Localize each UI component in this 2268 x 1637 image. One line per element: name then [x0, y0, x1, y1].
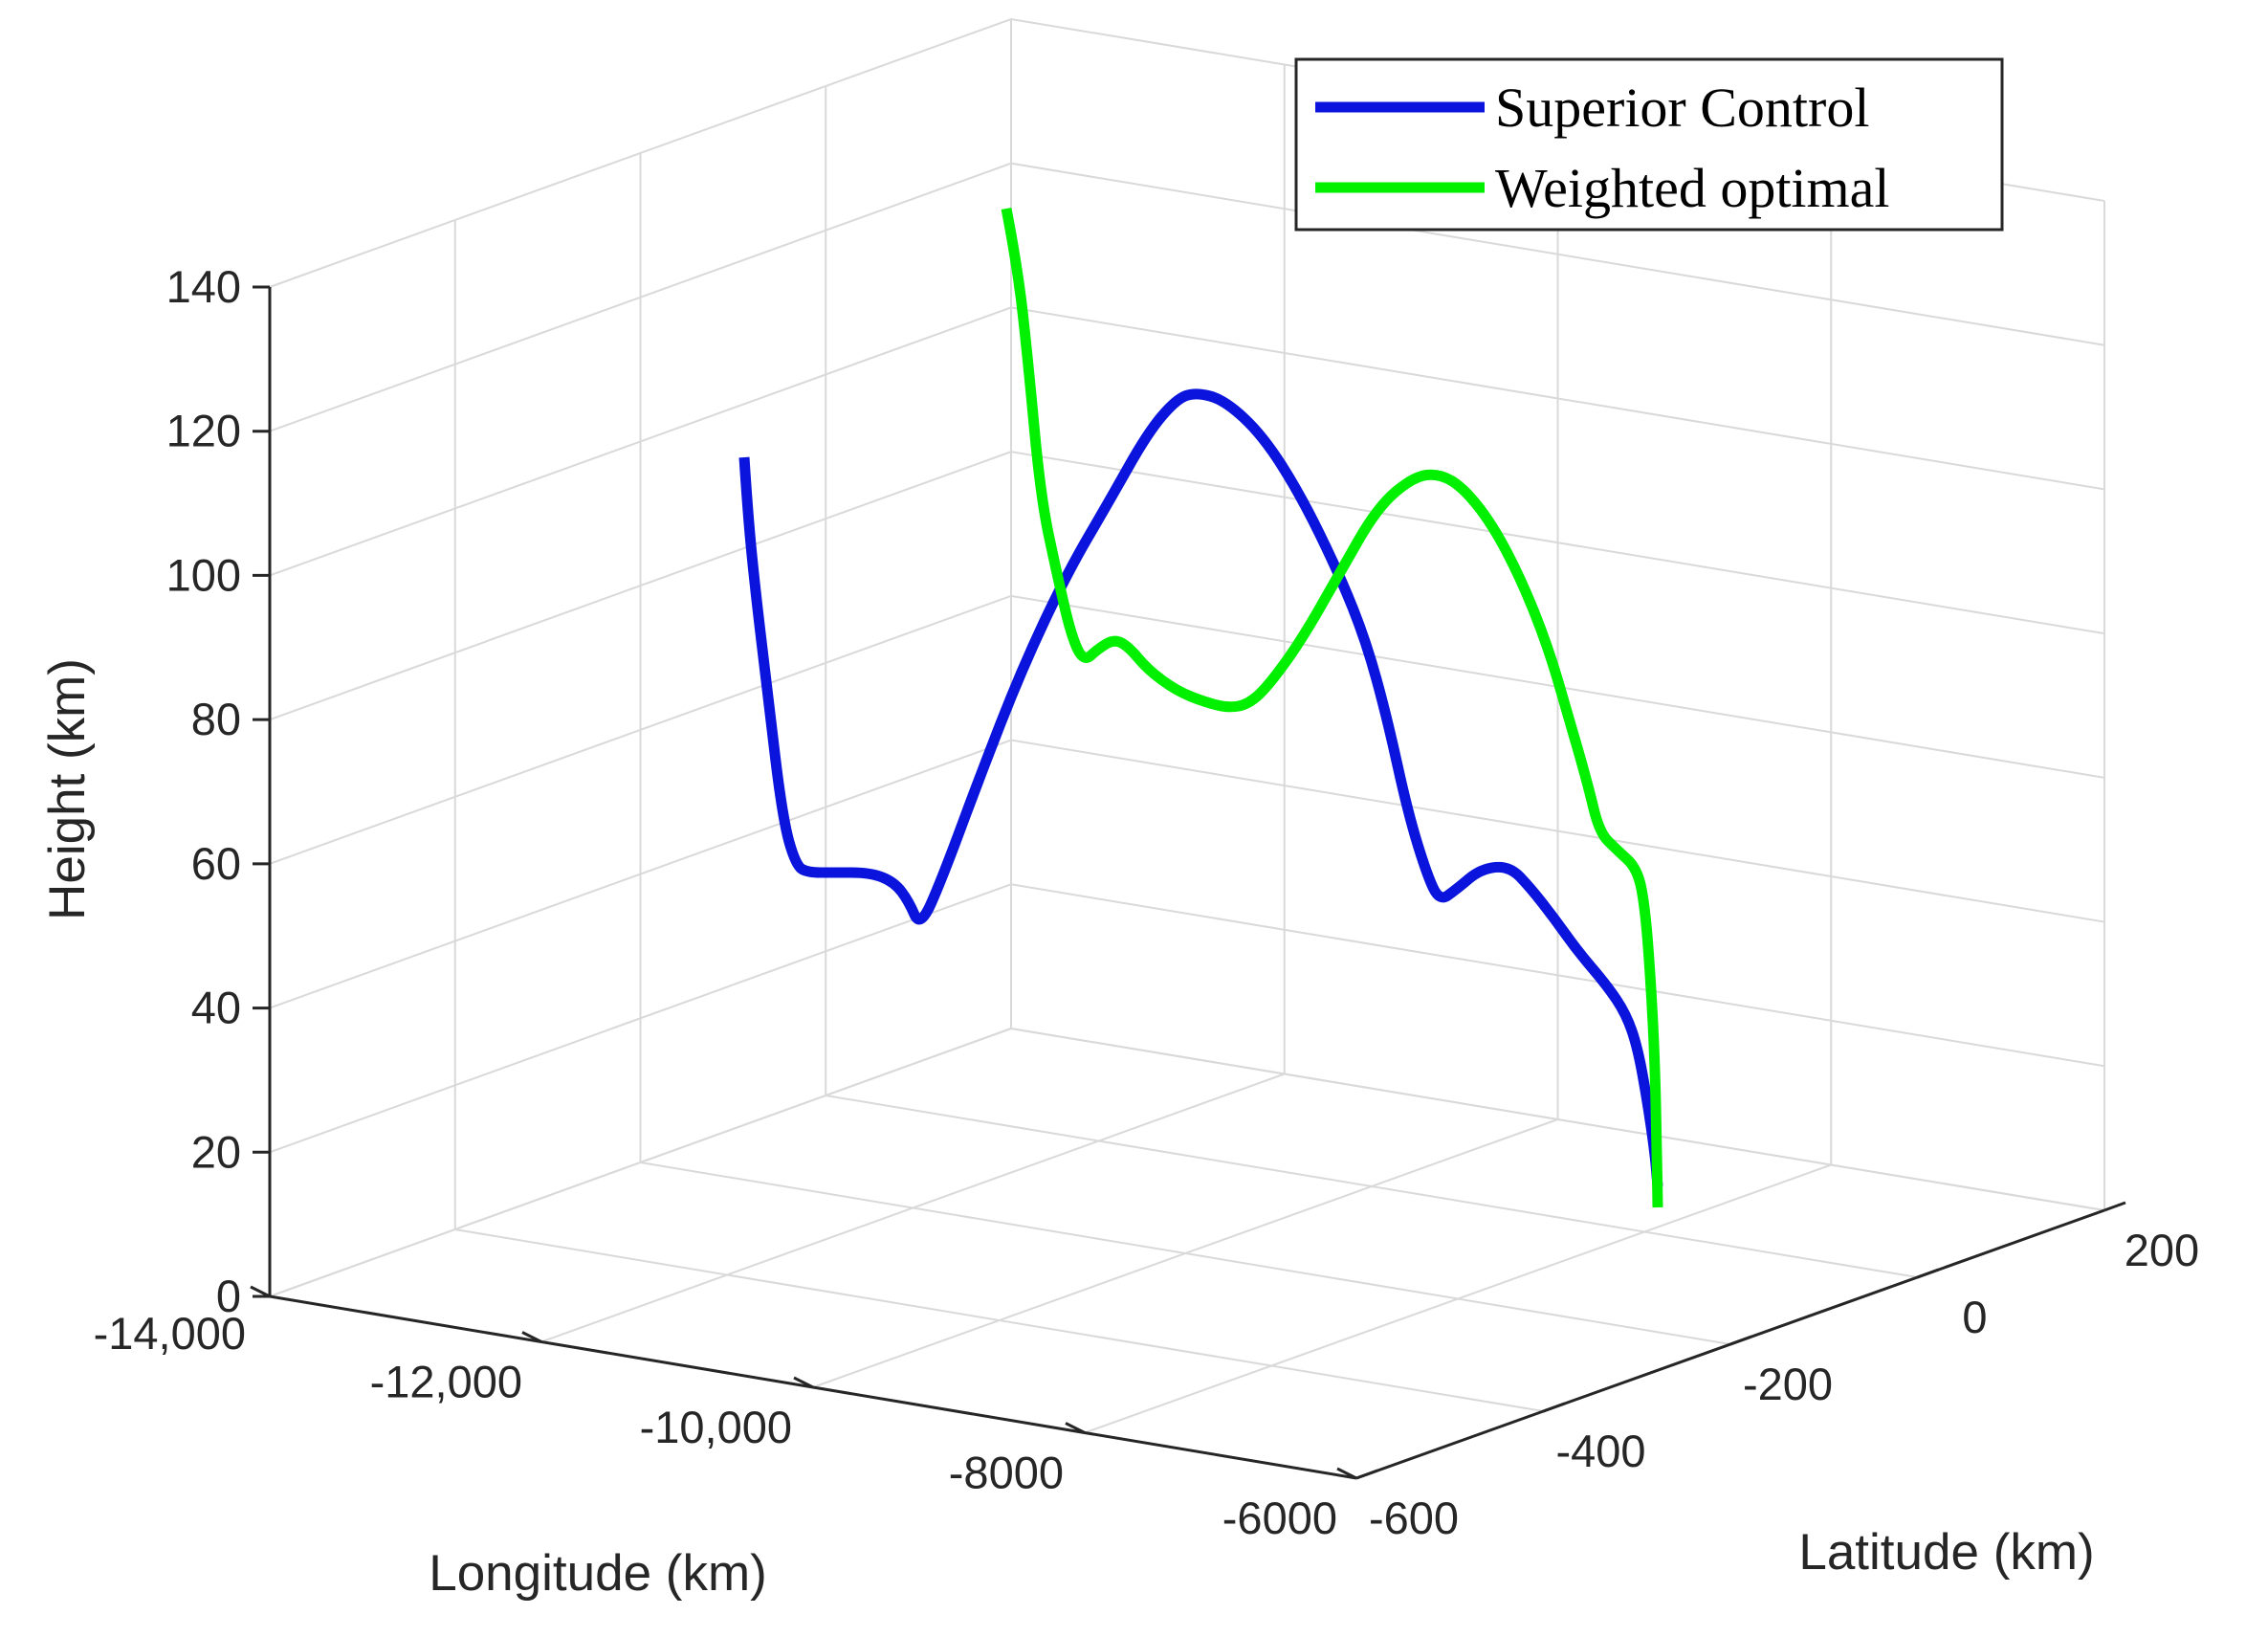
floor-gridline-y	[826, 1095, 1918, 1278]
x-axis-label: Longitude (km)	[429, 1545, 767, 1602]
x-tick-mark	[1065, 1422, 1086, 1434]
z-tick-label: 20	[191, 1126, 241, 1177]
x-tick-mark	[250, 1285, 271, 1298]
z-gridline	[269, 1027, 2105, 1297]
z-tick-label: 40	[191, 983, 241, 1033]
z-tick-label: 0	[216, 1271, 241, 1321]
y-tick-mark	[1542, 1402, 1566, 1413]
y-tick-mark	[1729, 1335, 1752, 1346]
x-tick-mark	[793, 1376, 814, 1389]
z-axis-label: Height (km)	[39, 658, 96, 920]
series-line-weighted-optimal	[1001, 207, 1663, 1208]
z-tick-label: 60	[191, 838, 241, 889]
legend-box	[1294, 57, 2004, 232]
x-tick-label: -14,000	[94, 1308, 246, 1359]
y-tick-label: -200	[1743, 1359, 1833, 1409]
y-tick-label: 0	[1962, 1292, 1987, 1342]
z-gridline	[269, 883, 2105, 1154]
x-tick-label: -12,000	[370, 1357, 522, 1407]
floor-gridline-y	[640, 1161, 1731, 1345]
legend-label-weighted-optimal: Weighted optimal	[1495, 157, 1890, 219]
y-axis-label: Latitude (km)	[1798, 1524, 2094, 1581]
y-tick-mark	[1916, 1268, 1940, 1279]
axes	[250, 285, 2126, 1480]
z-tick-label: 80	[191, 694, 241, 744]
floor-gridline-y	[1010, 1028, 2105, 1211]
y-tick-label: 200	[2125, 1225, 2199, 1275]
x-tick-label: -8000	[949, 1448, 1064, 1498]
series-line-superior-control	[738, 388, 1663, 1187]
y-tick-mark	[2103, 1201, 2126, 1212]
x-tick-label: -10,000	[640, 1402, 792, 1452]
x-tick-label: -6000	[1222, 1493, 1337, 1543]
grid-lines	[269, 17, 2105, 1479]
z-gridline	[269, 451, 2105, 721]
y-tick-mark	[1355, 1469, 1378, 1480]
y-tick-label: -400	[1555, 1426, 1645, 1476]
series-lines	[738, 207, 1663, 1208]
z-gridline	[269, 306, 2105, 577]
x-tick-mark	[521, 1331, 542, 1343]
z-tick-label: 120	[166, 406, 241, 456]
y-tick-label: -600	[1369, 1493, 1459, 1543]
legend: Superior Control Weighted optimal	[1294, 57, 2004, 232]
z-gridline	[269, 594, 2105, 865]
z-tick-label: 140	[166, 261, 241, 312]
floor-gridline-y	[454, 1228, 1544, 1412]
legend-label-superior-control: Superior Control	[1495, 77, 1869, 139]
x-tick-mark	[1336, 1467, 1357, 1480]
tick-labels: 0 20 40 60 80 100 120 140 -14,000 -12,000 -10,000 -…	[94, 261, 2200, 1543]
z-gridline	[269, 739, 2105, 1009]
z-tick-label: 100	[166, 549, 241, 600]
